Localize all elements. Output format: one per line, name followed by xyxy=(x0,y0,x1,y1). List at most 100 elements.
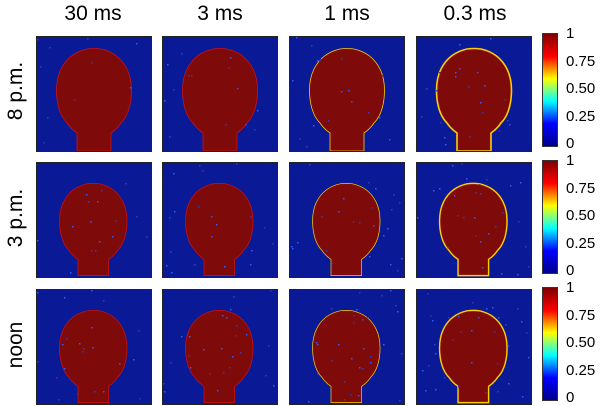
column-title-0.3ms: 0.3 ms xyxy=(443,2,507,25)
noise-speck xyxy=(430,315,432,317)
row-title-noon: noon xyxy=(4,321,27,369)
noise-speck xyxy=(251,250,253,252)
noise-speck xyxy=(454,195,456,197)
noise-speck xyxy=(448,317,450,319)
noise-speck xyxy=(461,163,463,165)
noise-speck xyxy=(362,368,364,370)
noise-speck xyxy=(387,228,389,230)
noise-speck xyxy=(254,129,256,131)
noise-speck xyxy=(125,183,127,185)
colorbar-tick-label: 0 xyxy=(566,135,575,152)
noise-speck xyxy=(421,116,423,118)
noise-speck xyxy=(479,184,481,186)
noise-speck xyxy=(363,348,365,350)
noise-speck xyxy=(47,117,49,119)
noise-speck xyxy=(480,241,482,243)
noise-speck xyxy=(455,72,457,74)
noise-speck xyxy=(439,72,441,74)
noise-speck xyxy=(313,125,315,127)
noise-speck xyxy=(466,178,468,180)
noise-speck xyxy=(56,377,58,379)
noise-speck xyxy=(507,120,509,122)
noise-speck xyxy=(136,216,138,218)
noise-speck xyxy=(356,309,358,311)
noise-speck xyxy=(240,352,242,354)
panel-8pm-3ms xyxy=(162,36,278,152)
noise-speck xyxy=(95,250,97,252)
noise-speck xyxy=(37,361,39,363)
noise-speck xyxy=(485,392,487,394)
noise-speck xyxy=(520,182,522,184)
noise-speck xyxy=(427,293,429,295)
noise-speck xyxy=(232,356,234,358)
panel-noon-3ms xyxy=(162,289,278,405)
colorbar-tick-label: 0 xyxy=(566,389,575,406)
noise-speck xyxy=(526,332,528,334)
noise-speck xyxy=(422,370,424,372)
noise-speck xyxy=(166,265,168,267)
noise-speck xyxy=(291,246,293,248)
noise-speck xyxy=(499,130,501,132)
head-silhouette xyxy=(182,48,258,151)
noise-speck xyxy=(112,236,114,238)
head-silhouette xyxy=(59,309,128,403)
noise-speck xyxy=(444,137,446,139)
noise-speck xyxy=(482,267,484,269)
noise-speck xyxy=(504,99,506,101)
noise-speck xyxy=(436,90,438,92)
noise-speck xyxy=(468,86,470,88)
noise-speck xyxy=(368,182,370,184)
noise-speck xyxy=(447,247,449,249)
panel-3pm-3ms xyxy=(162,162,278,278)
noise-speck xyxy=(484,85,486,87)
noise-speck xyxy=(174,211,176,213)
noise-speck xyxy=(163,383,165,385)
noise-speck xyxy=(79,343,81,345)
noise-speck xyxy=(236,163,238,165)
noise-speck xyxy=(317,373,319,375)
head-silhouette xyxy=(185,309,254,403)
noise-speck xyxy=(353,322,355,324)
noise-speck xyxy=(435,389,437,391)
noise-speck xyxy=(368,112,370,114)
head-silhouette xyxy=(59,182,128,276)
noise-speck xyxy=(517,308,519,310)
noise-speck xyxy=(245,124,247,126)
noise-speck xyxy=(91,250,93,252)
noise-speck xyxy=(359,367,361,369)
noise-speck xyxy=(319,60,321,62)
noise-speck xyxy=(459,68,461,70)
noise-speck xyxy=(459,44,461,46)
panel-3pm-0.3ms xyxy=(416,162,532,278)
noise-speck xyxy=(136,43,138,45)
noise-speck xyxy=(194,264,196,266)
noise-speck xyxy=(103,300,105,302)
noise-speck xyxy=(138,330,140,332)
noise-speck xyxy=(224,266,226,268)
noise-speck xyxy=(169,217,171,219)
noise-speck xyxy=(202,170,204,172)
noise-speck xyxy=(225,124,227,126)
colorbar-tick-label: 1 xyxy=(566,152,575,169)
noise-speck xyxy=(370,362,372,364)
noise-speck xyxy=(43,142,45,144)
noise-speck xyxy=(358,395,360,397)
colorbar-tick-label: 0.50 xyxy=(566,334,596,351)
noise-speck xyxy=(92,347,94,349)
noise-speck xyxy=(164,391,166,393)
colorbar-tick-label: 0.25 xyxy=(566,361,596,379)
noise-speck xyxy=(379,117,381,119)
noise-speck xyxy=(198,206,200,208)
noise-speck xyxy=(389,139,391,141)
noise-speck xyxy=(509,124,511,126)
noise-speck xyxy=(452,165,454,167)
noise-speck xyxy=(130,87,132,89)
noise-speck xyxy=(370,356,372,358)
noise-speck xyxy=(133,359,135,361)
noise-speck xyxy=(115,220,117,222)
noise-speck xyxy=(74,99,76,101)
noise-speck xyxy=(344,381,346,383)
noise-speck xyxy=(351,358,353,360)
panel-noon-0.3ms xyxy=(416,289,532,405)
noise-speck xyxy=(292,248,294,250)
